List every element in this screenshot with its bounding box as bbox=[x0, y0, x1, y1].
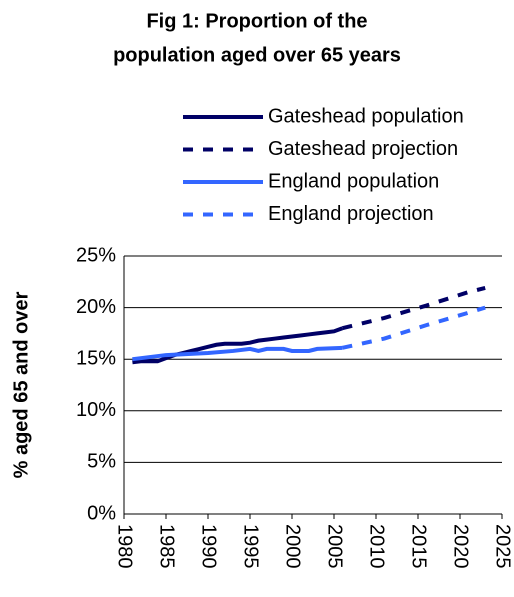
legend-label: Gateshead projection bbox=[268, 138, 458, 160]
x-tick-label: 2000 bbox=[282, 524, 304, 569]
x-tick-label: 2010 bbox=[366, 524, 388, 569]
x-tick-label: 1990 bbox=[198, 524, 220, 569]
line bbox=[132, 326, 344, 365]
legend-label: England projection bbox=[268, 203, 434, 225]
line bbox=[132, 345, 343, 362]
x-tick-label: 1985 bbox=[156, 524, 178, 569]
x-tick-label: 2005 bbox=[324, 524, 346, 569]
line bbox=[341, 286, 486, 331]
legend-label: England population bbox=[268, 170, 439, 192]
y-tick-label: 10% bbox=[76, 399, 116, 421]
line bbox=[341, 305, 486, 350]
y-tick-label: 0% bbox=[87, 502, 116, 524]
y-axis-label: % aged 65 and over bbox=[10, 291, 32, 478]
y-tick-label: 15% bbox=[76, 347, 116, 369]
x-tick-label: 1980 bbox=[114, 524, 136, 569]
legend-label: Gateshead population bbox=[268, 105, 464, 127]
chart-title: Fig 1: Proportion of the bbox=[146, 10, 367, 32]
y-tick-label: 5% bbox=[87, 451, 116, 473]
x-tick-label: 2020 bbox=[450, 524, 472, 569]
x-tick-label: 2025 bbox=[492, 524, 514, 569]
x-tick-label: 1995 bbox=[240, 524, 262, 569]
y-tick-label: 20% bbox=[76, 296, 116, 318]
y-tick-label: 25% bbox=[76, 244, 116, 266]
x-tick-label: 2015 bbox=[408, 524, 430, 569]
chart-title: population aged over 65 years bbox=[113, 44, 401, 66]
